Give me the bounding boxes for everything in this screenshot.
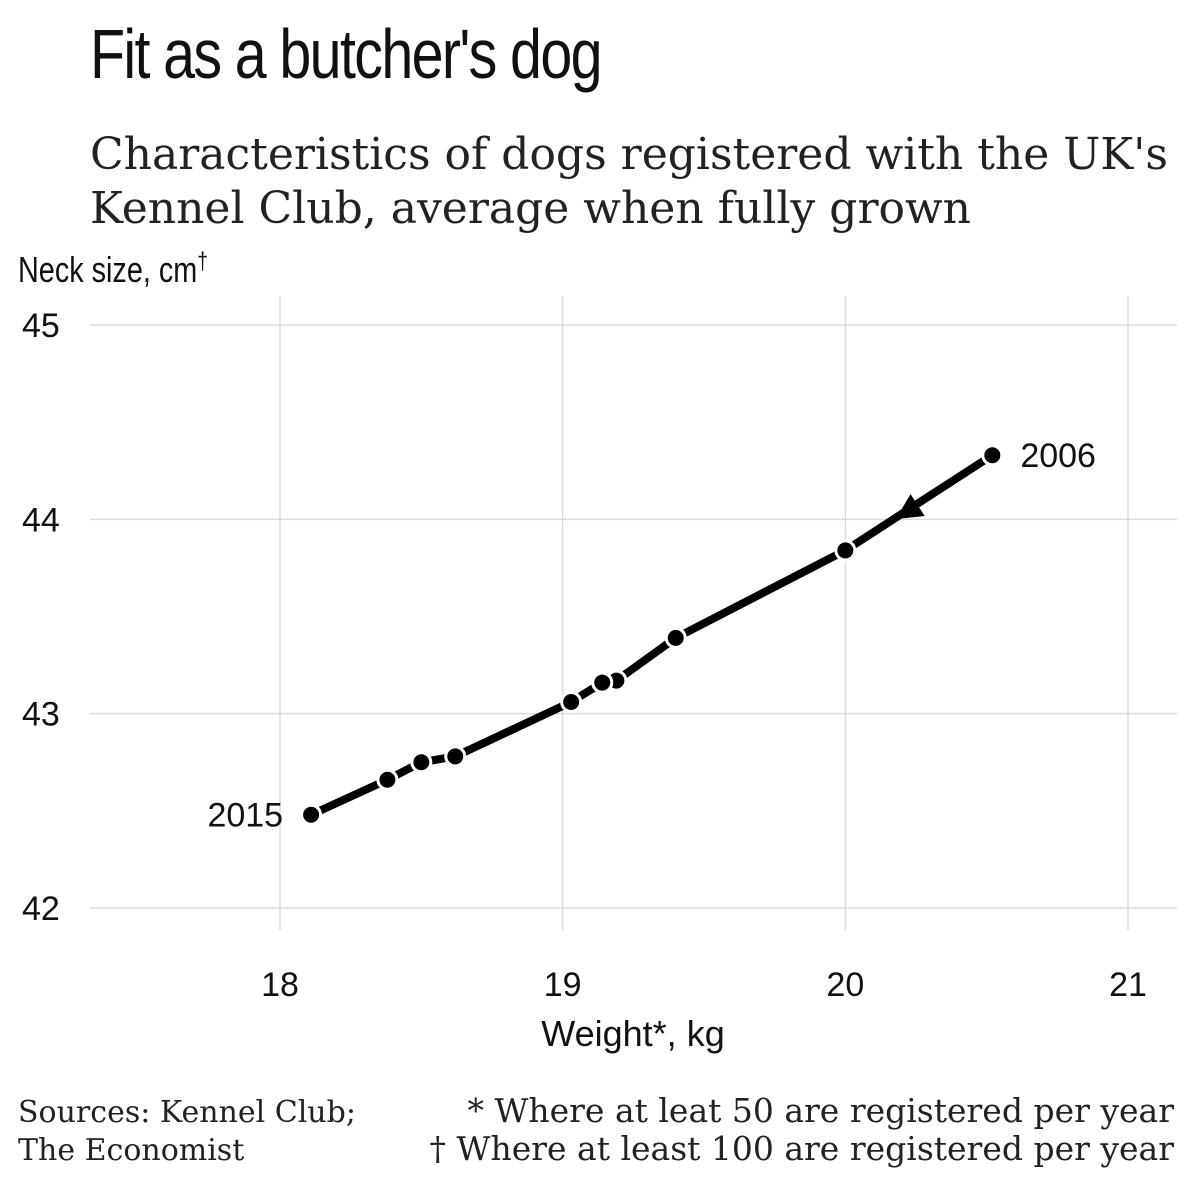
point-label-2015: 2015 <box>207 797 283 835</box>
data-point-2 <box>664 626 687 649</box>
data-point-6 <box>444 745 467 768</box>
sources-line-1: Sources: Kennel Club; <box>18 1095 356 1130</box>
x-tick-20: 20 <box>826 966 864 1004</box>
y-tick-44: 44 <box>22 501 60 539</box>
x-tick-19: 19 <box>544 966 582 1004</box>
chart-subtitle: Characteristics of dogs registered with … <box>90 128 1190 236</box>
series-line-path <box>307 451 997 819</box>
point-label-2006: 2006 <box>1020 437 1096 475</box>
y-tick-45: 45 <box>22 307 60 345</box>
y-tick-42: 42 <box>22 890 60 928</box>
data-point-5 <box>560 691 583 714</box>
series-line <box>307 451 997 819</box>
x-axis-title: Weight*, kg <box>541 1013 724 1054</box>
x-tick-18: 18 <box>261 966 299 1004</box>
footnote-neck: † Where at least 100 are registered per … <box>429 1129 1174 1168</box>
data-point-0 <box>981 444 1004 467</box>
sources-line-2: The Economist <box>18 1133 245 1168</box>
subtitle-line-2: Kennel Club, average when fully grown <box>90 183 971 234</box>
footnote-weight: * Where at leat 50 are registered per ye… <box>467 1091 1174 1130</box>
y-axis-title: Neck size, cm† <box>18 248 208 291</box>
direction-arrow <box>895 494 925 520</box>
x-tick-21: 21 <box>1109 966 1147 1004</box>
data-point-7 <box>410 751 433 774</box>
data-point-4 <box>591 671 614 694</box>
y-axis-dagger: † <box>197 248 208 275</box>
data-point-1 <box>834 539 857 562</box>
data-points <box>300 444 1004 826</box>
y-axis-title-text: Neck size, cm <box>18 249 198 290</box>
gridlines <box>90 296 1177 930</box>
data-point-8 <box>376 768 399 791</box>
y-tick-43: 43 <box>22 696 60 734</box>
point-labels: 2006 2015 <box>207 437 1096 835</box>
subtitle-line-1: Characteristics of dogs registered with … <box>90 129 1168 180</box>
sources-note: Sources: Kennel Club; The Economist <box>18 1094 356 1170</box>
data-point-9 <box>300 803 323 826</box>
x-tick-labels: 18 19 20 21 <box>261 966 1147 1004</box>
y-tick-labels: 42 43 44 45 <box>22 307 60 928</box>
chart-title: Fit as a butcher's dog <box>90 15 603 93</box>
footnotes: * Where at leat 50 are registered per ye… <box>430 1092 1174 1168</box>
